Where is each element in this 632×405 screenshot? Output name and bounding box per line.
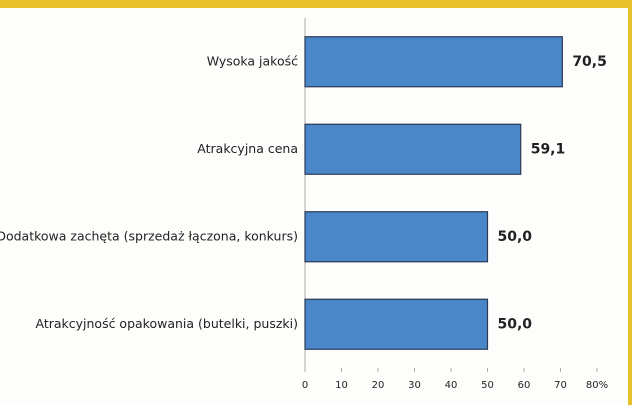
x-tick-label: 40 bbox=[445, 380, 458, 391]
category-label: Dodatkowa zachęta (sprzedaż łączona, kon… bbox=[0, 228, 298, 243]
category-label: Wysoka jakość bbox=[207, 53, 298, 68]
x-tick-label: 70 bbox=[554, 380, 567, 391]
bar bbox=[304, 211, 489, 263]
value-label: 70,5 bbox=[572, 54, 607, 70]
x-tick-label: 0 bbox=[302, 380, 308, 391]
bar bbox=[304, 36, 563, 88]
value-label: 50,0 bbox=[498, 229, 533, 245]
value-label: 50,0 bbox=[498, 316, 533, 332]
category-label: Atrakcyjność opakowania (butelki, puszki… bbox=[35, 316, 298, 331]
value-label: 59,1 bbox=[531, 141, 566, 157]
x-tick-label: 50 bbox=[481, 380, 494, 391]
category-label: Atrakcyjna cena bbox=[197, 141, 298, 156]
x-tick-label: 30 bbox=[408, 380, 421, 391]
x-tick-label: 80% bbox=[586, 380, 608, 391]
right-border bbox=[628, 0, 632, 405]
bar bbox=[304, 123, 522, 175]
x-tick-label: 10 bbox=[335, 380, 348, 391]
x-tick-label: 20 bbox=[372, 380, 385, 391]
top-border bbox=[0, 0, 632, 8]
bar bbox=[304, 298, 489, 350]
x-tick-label: 60 bbox=[518, 380, 531, 391]
